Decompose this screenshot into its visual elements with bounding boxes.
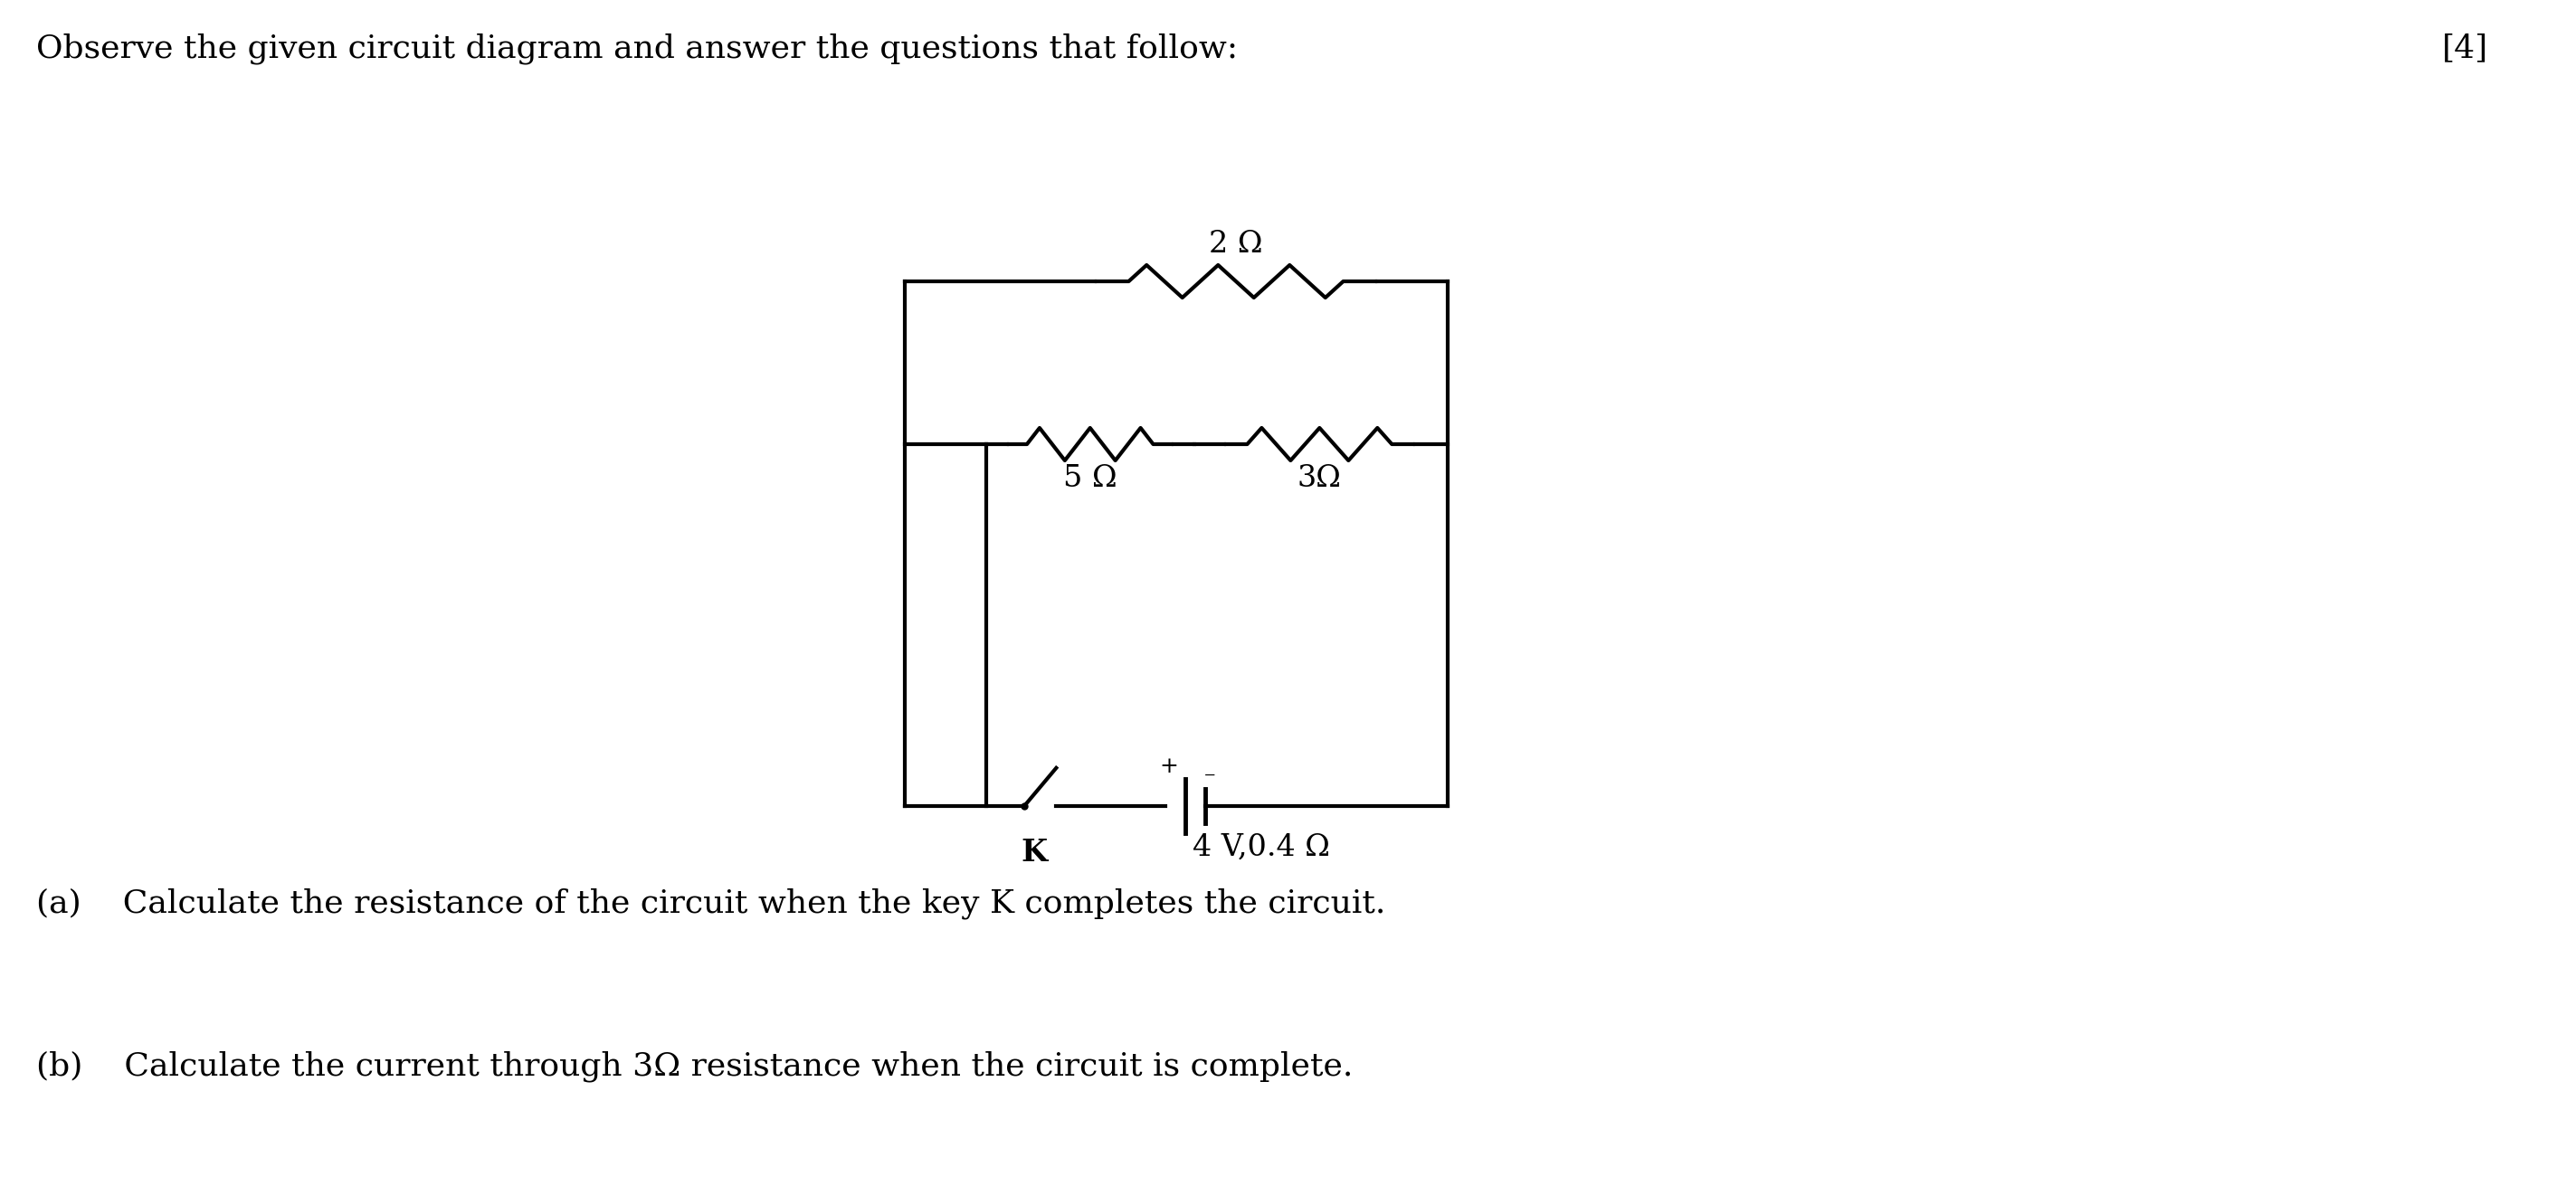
Text: 2 Ω: 2 Ω xyxy=(1208,230,1262,259)
Text: +: + xyxy=(1159,757,1177,777)
Text: –: – xyxy=(1203,765,1216,785)
Text: Observe the given circuit diagram and answer the questions that follow:: Observe the given circuit diagram and an… xyxy=(36,32,1239,64)
Text: 5 Ω: 5 Ω xyxy=(1064,464,1118,493)
Text: 3Ω: 3Ω xyxy=(1298,464,1342,493)
Text: [4]: [4] xyxy=(2442,32,2488,63)
Text: K: K xyxy=(1020,837,1046,868)
Text: (a)    Calculate the resistance of the circuit when the key K completes the circ: (a) Calculate the resistance of the circ… xyxy=(36,887,1386,919)
Text: (b)    Calculate the current through 3Ω resistance when the circuit is complete.: (b) Calculate the current through 3Ω res… xyxy=(36,1051,1352,1082)
Text: 4 V,0.4 Ω: 4 V,0.4 Ω xyxy=(1193,834,1329,862)
